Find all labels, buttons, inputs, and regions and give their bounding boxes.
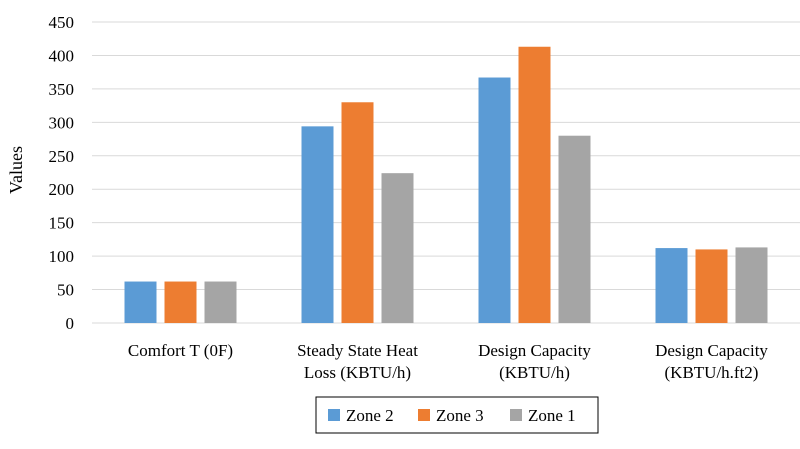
legend-swatch [418, 409, 430, 421]
bar-zone-1 [381, 173, 414, 323]
y-tick-label: 300 [49, 113, 75, 132]
y-tick-label: 400 [49, 46, 75, 65]
y-tick-label: 250 [49, 147, 75, 166]
legend-box [315, 396, 599, 434]
y-tick-label: 350 [49, 80, 75, 99]
y-tick-label: 450 [49, 13, 75, 32]
bar-zone-1 [204, 281, 237, 323]
bar-zone-1 [558, 135, 591, 323]
legend-swatch [328, 409, 340, 421]
y-tick-label: 150 [49, 214, 75, 233]
y-tick-label: 50 [57, 281, 74, 300]
y-tick-label: 200 [49, 180, 75, 199]
gridlines [92, 21, 800, 324]
y-tick-label: 100 [49, 247, 75, 266]
bar-zone-2 [478, 77, 511, 323]
bar-zone-2 [301, 126, 334, 323]
legend-label: Zone 3 [436, 406, 484, 425]
bars [124, 46, 768, 324]
legend-label: Zone 2 [346, 406, 394, 425]
legend-label: Zone 1 [528, 406, 576, 425]
bar-zone-3 [341, 102, 374, 324]
category-label: Comfort T (0F) [128, 341, 233, 360]
y-axis-title: Values [6, 146, 26, 194]
y-axis-ticks: 0 50 100 150 200 250 300 350 400 450 [49, 13, 75, 333]
bar-zone-3 [518, 46, 551, 323]
category-label: Steady State Heat Loss (KBTU/h) [297, 341, 418, 382]
bar-zone-2 [124, 281, 157, 323]
bar-zone-3 [695, 249, 728, 323]
legend-swatch [510, 409, 522, 421]
bar-zone-1 [735, 247, 768, 323]
x-axis-categories: Comfort T (0F) Steady State Heat Loss (KBT… [128, 341, 768, 382]
bar-zone-3 [164, 281, 197, 323]
legend: Zone 2 Zone 3 Zone 1 [315, 396, 599, 434]
category-label: Design Capacity (KBTU/h) [478, 341, 591, 382]
bar-zone-2 [655, 248, 688, 323]
category-label: Design Capacity (KBTU/h.ft2) [655, 341, 768, 382]
y-tick-label: 0 [66, 314, 75, 333]
